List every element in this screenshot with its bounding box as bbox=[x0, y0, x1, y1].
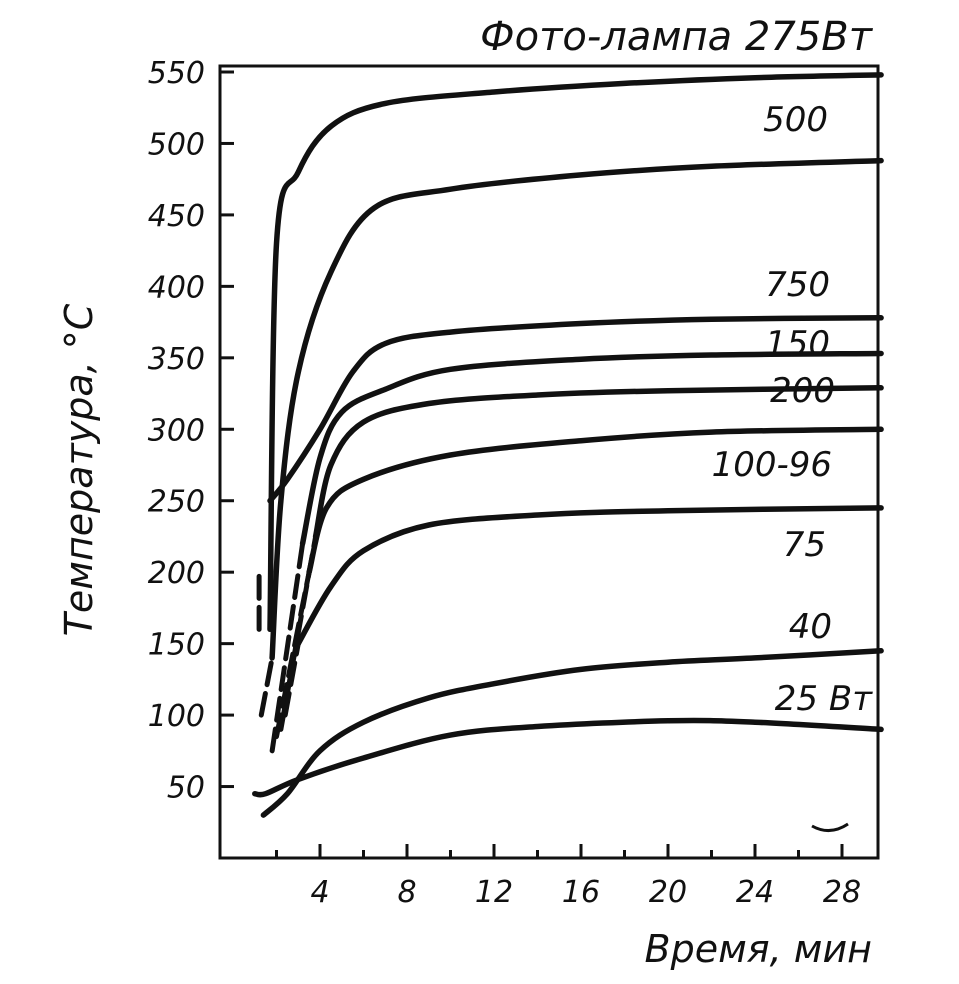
series-line-200 bbox=[312, 385, 884, 540]
chart-title: Фото-лампа 275Вт bbox=[480, 14, 874, 60]
x-tick-label: 16 bbox=[562, 875, 600, 910]
series-label-750: 750 bbox=[765, 265, 830, 305]
series-lead-150 bbox=[269, 541, 306, 754]
series-label-200: 200 bbox=[770, 371, 835, 411]
series-labels-layer: 500 750 150 200 100-96 75 40 25 Вт bbox=[712, 100, 874, 719]
series-lead-500 bbox=[258, 655, 275, 718]
series-line-75 bbox=[295, 505, 884, 647]
y-axis-label: Температура, °С bbox=[57, 303, 101, 636]
y-tick-label: 250 bbox=[148, 485, 205, 520]
x-tick-label: 8 bbox=[397, 875, 416, 910]
y-tick-label: 100 bbox=[148, 699, 205, 734]
y-tick-label: 150 bbox=[148, 628, 205, 663]
series-label-25-: 25 Вт bbox=[775, 679, 873, 719]
series-label-40: 40 bbox=[789, 607, 832, 647]
series-line-40 bbox=[260, 648, 884, 818]
y-tick-label: 350 bbox=[148, 342, 205, 377]
series-line-lamp-275 bbox=[267, 72, 884, 633]
x-tick-label: 12 bbox=[475, 875, 513, 910]
x-tick-label: 4 bbox=[310, 875, 329, 910]
series-label-500: 500 bbox=[763, 100, 828, 140]
corner-mark bbox=[811, 822, 849, 832]
series-label-100-96: 100-96 bbox=[712, 445, 832, 485]
y-tick-label: 500 bbox=[148, 127, 205, 162]
series-label-75: 75 bbox=[783, 525, 826, 565]
curves-layer bbox=[252, 72, 884, 818]
y-tick-label: 200 bbox=[148, 556, 205, 591]
y-tick-label: 50 bbox=[167, 771, 205, 806]
x-axis-label: Время, мин bbox=[645, 927, 872, 971]
plot-frame bbox=[218, 64, 880, 860]
x-tick-label: 24 bbox=[736, 875, 774, 910]
y-tick-label: 300 bbox=[148, 413, 205, 448]
series-line-150 bbox=[299, 350, 884, 547]
series-line-25- bbox=[252, 717, 884, 798]
y-tick-label: 450 bbox=[148, 199, 205, 234]
y-tick-label: 400 bbox=[148, 270, 205, 305]
series-line-100-96 bbox=[306, 426, 884, 575]
series-lead-100-96 bbox=[274, 569, 312, 740]
series-line-500 bbox=[269, 157, 884, 661]
series-label-150: 150 bbox=[765, 324, 830, 364]
y-tick-label: 550 bbox=[148, 56, 205, 91]
series-lead-75 bbox=[282, 641, 301, 718]
series-line-750 bbox=[267, 315, 884, 504]
x-tick-label: 20 bbox=[649, 875, 687, 910]
tick-layer: 50 100 150 200 250 300 350 400 450 500 550 4 8 12 16 20… bbox=[148, 56, 861, 910]
x-tick-label: 28 bbox=[823, 875, 861, 910]
